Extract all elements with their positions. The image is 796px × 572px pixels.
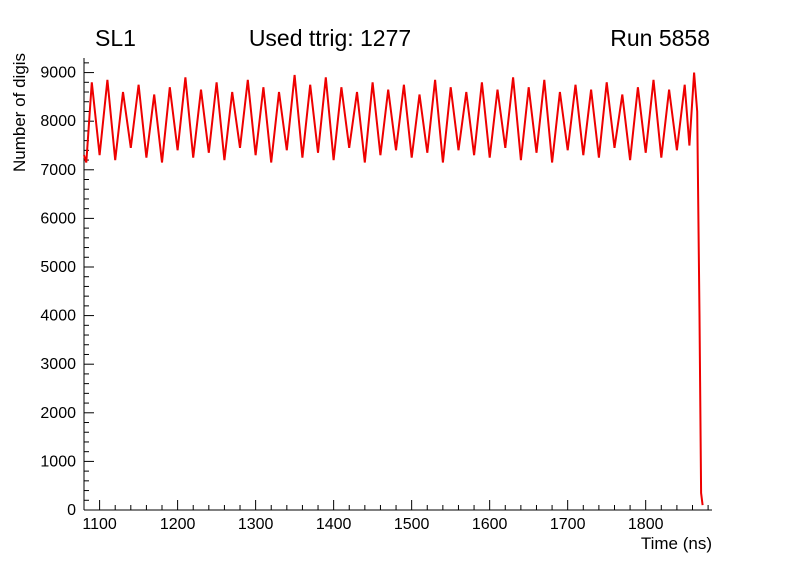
- y-tick-label: 7000: [40, 162, 76, 179]
- y-tick-label: 1000: [40, 453, 76, 470]
- x-tick-label: 1100: [82, 516, 117, 533]
- pad-label-left: SL1: [95, 25, 136, 51]
- x-axis-title: Time (ns): [640, 534, 712, 553]
- y-tick-label: 4000: [40, 308, 76, 325]
- chart-title: Used ttrig: 1277: [248, 25, 412, 51]
- y-tick-label: 2000: [40, 405, 76, 422]
- x-tick-label: 1200: [160, 516, 196, 533]
- y-tick-label: 3000: [40, 356, 76, 373]
- y-tick-label: 8000: [40, 113, 76, 130]
- y-axis-title: Number of digis: [10, 52, 29, 172]
- y-tick-label: 0: [67, 502, 76, 519]
- x-tick-label: 1800: [628, 516, 664, 533]
- pad-label-right: Run 5858: [610, 25, 710, 51]
- x-tick-label: 1500: [394, 516, 430, 533]
- y-tick-label: 6000: [40, 210, 76, 227]
- x-tick-label: 1700: [550, 516, 586, 533]
- x-tick-label: 1400: [316, 516, 352, 533]
- y-tick-label: 5000: [40, 259, 76, 276]
- x-tick-label: 1600: [472, 516, 508, 533]
- digis-line-series: [83, 72, 704, 506]
- y-tick-label: 9000: [40, 65, 76, 82]
- x-tick-label: 1300: [238, 516, 274, 533]
